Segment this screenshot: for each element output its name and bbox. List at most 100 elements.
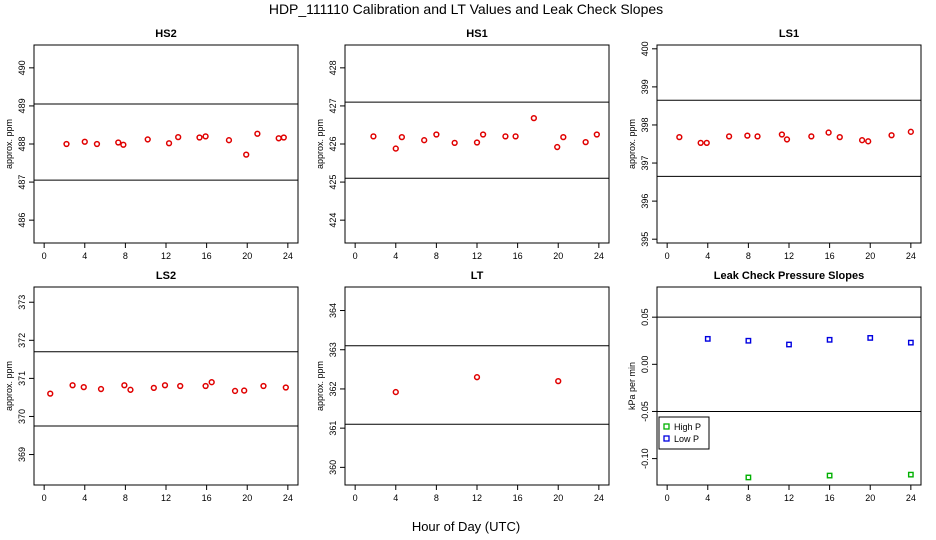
legend-box [658, 416, 710, 450]
x-tick-label: 4 [393, 493, 398, 503]
x-tick-label: 0 [665, 251, 670, 261]
data-point [783, 136, 791, 143]
y-tick-label: 489 [17, 98, 27, 113]
y-tick-label: 487 [17, 175, 27, 190]
x-tick-label: 12 [161, 493, 171, 503]
data-point [593, 131, 600, 138]
data-point [808, 133, 815, 140]
x-tick-label: 0 [665, 493, 670, 503]
data-point [144, 136, 151, 143]
figure-x-axis-label: Hour of Day (UTC) [412, 519, 520, 534]
data-point [826, 336, 833, 343]
data-point [69, 382, 76, 389]
x-tick-label: 0 [353, 251, 358, 261]
panel-title: Leak Check Pressure Slopes [714, 270, 864, 282]
data-point [260, 382, 267, 390]
data-point [745, 474, 752, 481]
x-tick-label: 20 [865, 493, 875, 503]
x-tick-label: 20 [242, 251, 252, 261]
y-axis-label: kPa per min [627, 362, 637, 410]
data-point [907, 339, 914, 346]
data-point [165, 140, 173, 147]
data-point [282, 384, 289, 391]
x-tick-label: 4 [705, 493, 710, 503]
data-point [202, 133, 209, 140]
panel-title: HS1 [466, 28, 487, 40]
data-point [473, 374, 481, 381]
data-point [47, 390, 54, 397]
data-point [177, 382, 184, 390]
x-tick-label: 20 [553, 251, 563, 261]
x-tick-label: 12 [472, 493, 482, 503]
panel-hs2: HS2 0 4 8 12 16 20 24 486 487 488 489 490 approx. ppm [4, 28, 299, 261]
data-point [786, 341, 792, 348]
data-point [704, 335, 711, 342]
x-tick-label: 20 [242, 493, 252, 503]
data-point [392, 388, 399, 396]
plot-frame [33, 286, 299, 486]
data-point [120, 141, 127, 148]
y-tick-label: 371 [17, 371, 27, 386]
x-tick-label: 20 [865, 251, 875, 261]
x-tick-label: 24 [594, 251, 604, 261]
y-tick-label: 0.05 [640, 308, 650, 326]
data-point [502, 133, 509, 140]
data-point [161, 382, 169, 389]
data-point [907, 471, 914, 478]
data-point [560, 133, 567, 141]
x-tick-label: 24 [906, 251, 916, 261]
x-tick-label: 16 [202, 251, 212, 261]
data-point [433, 131, 440, 138]
y-tick-label: 361 [328, 421, 338, 436]
y-tick-label: -0.05 [640, 401, 650, 422]
data-point [150, 384, 157, 392]
x-tick-label: 24 [594, 493, 604, 503]
data-point [473, 139, 481, 146]
x-tick-label: 16 [513, 493, 523, 503]
x-tick-label: 12 [472, 251, 482, 261]
data-point [280, 134, 287, 141]
y-tick-label: 373 [17, 295, 27, 310]
y-tick-label: 424 [328, 213, 338, 228]
x-tick-label: 12 [161, 251, 171, 261]
legend-label: High P [674, 422, 701, 432]
data-point [582, 138, 589, 146]
data-point [202, 382, 209, 390]
y-tick-label: 425 [328, 175, 338, 190]
x-tick-label: 24 [906, 493, 916, 503]
legend-marker [663, 423, 670, 430]
data-point [254, 130, 261, 137]
x-tick-label: 12 [784, 251, 794, 261]
y-tick-label: 364 [328, 303, 338, 318]
data-point [398, 133, 406, 141]
data-point [867, 335, 874, 341]
y-tick-label: 488 [17, 136, 27, 151]
y-tick-label: 363 [328, 342, 338, 357]
panel-lt: LT 0 4 8 12 16 20 24 360 361 362 363 364 approx. ppm [315, 270, 610, 503]
x-tick-label: 0 [353, 493, 358, 503]
x-tick-label: 8 [746, 493, 751, 503]
data-point [241, 387, 248, 394]
y-tick-label: 362 [328, 381, 338, 396]
data-point [703, 139, 710, 147]
y-axis-label: approx. ppm [4, 361, 14, 411]
data-point [555, 377, 562, 385]
x-tick-label: 16 [825, 493, 835, 503]
data-point [530, 114, 538, 122]
panel-title: LS1 [779, 28, 799, 40]
y-tick-label: 486 [17, 213, 27, 228]
data-point [121, 382, 128, 389]
y-tick-label: 396 [640, 194, 650, 209]
data-point [745, 337, 752, 344]
data-point [451, 139, 458, 147]
y-tick-label: 428 [328, 60, 338, 75]
legend-label: Low P [674, 434, 699, 444]
x-tick-label: 4 [705, 251, 710, 261]
x-tick-label: 4 [82, 493, 87, 503]
plot-frame [344, 286, 610, 486]
data-point [836, 133, 843, 141]
x-tick-label: 20 [553, 493, 563, 503]
data-point [421, 137, 428, 144]
x-tick-label: 16 [202, 493, 212, 503]
